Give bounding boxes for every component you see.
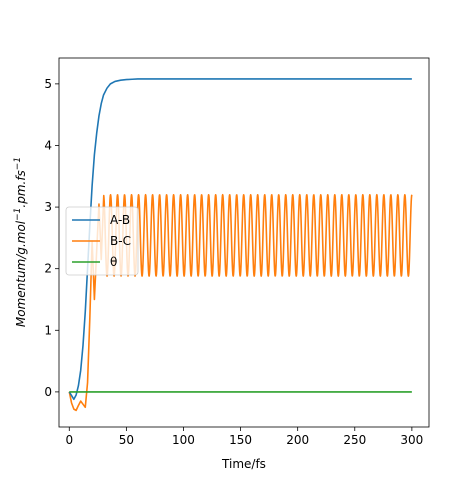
y-axis-label-sup1: −1 — [13, 208, 23, 221]
x-axis-label: Time/fs — [221, 457, 266, 471]
legend-items: A-B B-C θ — [72, 213, 131, 269]
legend: A-B B-C θ — [65, 206, 139, 276]
x-axis-ticks: 0 50 100 150 200 250 300 — [65, 427, 423, 447]
y-tick-label: 0 — [44, 385, 52, 399]
legend-label: A-B — [110, 213, 130, 227]
y-tick-label: 3 — [44, 200, 52, 214]
y-axis-ticks: 0 1 2 3 4 5 — [44, 77, 59, 399]
y-tick-label: 2 — [44, 262, 52, 276]
x-tick-label: 150 — [229, 433, 252, 447]
x-tick-label: 300 — [400, 433, 423, 447]
y-tick-label: 1 — [44, 323, 52, 337]
legend-box — [65, 206, 139, 276]
x-tick-label: 50 — [119, 433, 134, 447]
plot-frame — [58, 57, 430, 428]
y-axis-label-base: Momentum/g.mol — [14, 220, 28, 327]
y-tick-label: 4 — [44, 138, 52, 152]
x-tick-label: 200 — [286, 433, 309, 447]
y-axis-label: Momentum/g.mol−1.pm.fs−1 — [13, 157, 28, 327]
x-tick-label: 0 — [65, 433, 73, 447]
y-tick-label: 5 — [44, 77, 52, 91]
series-line-b-c — [68, 193, 413, 412]
series-lines — [68, 78, 413, 412]
legend-label: B-C — [110, 234, 131, 248]
y-axis-label-sup2: −1 — [13, 157, 23, 170]
x-tick-label: 100 — [172, 433, 195, 447]
y-axis-label-mid: .pm.fs — [14, 170, 28, 207]
legend-label: θ — [110, 255, 117, 269]
series-group — [68, 78, 413, 412]
x-tick-label: 250 — [343, 433, 366, 447]
series-line-a-b — [68, 78, 412, 401]
